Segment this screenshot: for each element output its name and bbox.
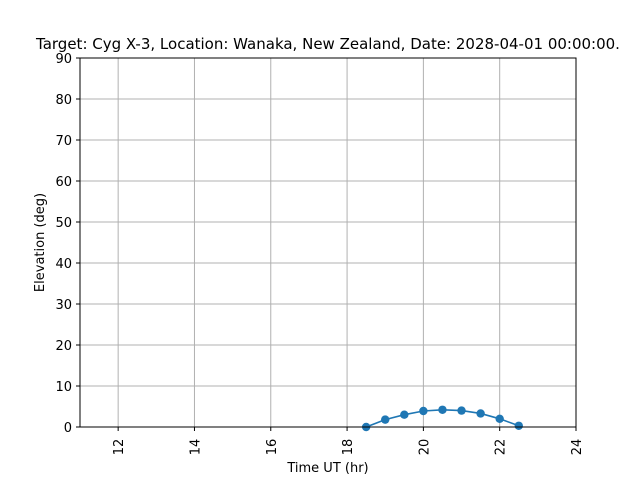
y-tick-label: 20	[55, 339, 72, 354]
y-axis-label: Elevation (deg)	[33, 193, 48, 292]
y-tick-label: 60	[55, 175, 72, 190]
data-point	[495, 414, 504, 423]
x-tick-label: 18	[341, 439, 356, 456]
y-tick-label: 70	[55, 134, 72, 149]
data-point	[400, 410, 409, 419]
data-point	[381, 415, 390, 424]
data-point	[514, 421, 523, 430]
data-point	[457, 406, 466, 415]
y-tick-label: 80	[55, 93, 72, 108]
x-tick-label: 14	[188, 439, 203, 456]
y-tick-label: 30	[55, 298, 72, 313]
grid	[80, 57, 577, 428]
data-point	[476, 409, 485, 418]
x-tick-label: 20	[417, 439, 432, 456]
y-tick-label: 90	[55, 52, 72, 67]
y-tick-label: 10	[55, 380, 72, 395]
y-tick-label: 0	[64, 421, 72, 436]
x-tick-label: 16	[265, 439, 280, 456]
data-point	[438, 405, 447, 414]
y-tick-label: 40	[55, 257, 72, 272]
plot-area-frame	[79, 57, 577, 428]
y-tick-label: 50	[55, 216, 72, 231]
axis-ticks: 12 14 16 18 20 22 24 0 10 20 30 40 50 60 70 80 90	[55, 52, 585, 455]
x-tick-label: 22	[494, 439, 509, 456]
x-axis-label: Time UT (hr)	[286, 461, 368, 476]
x-tick-label: 12	[112, 439, 127, 456]
data-point	[419, 406, 428, 416]
x-tick-label: 24	[570, 439, 585, 456]
chart-title: Target: Cyg X-3, Location: Wanaka, New Z…	[35, 35, 620, 53]
